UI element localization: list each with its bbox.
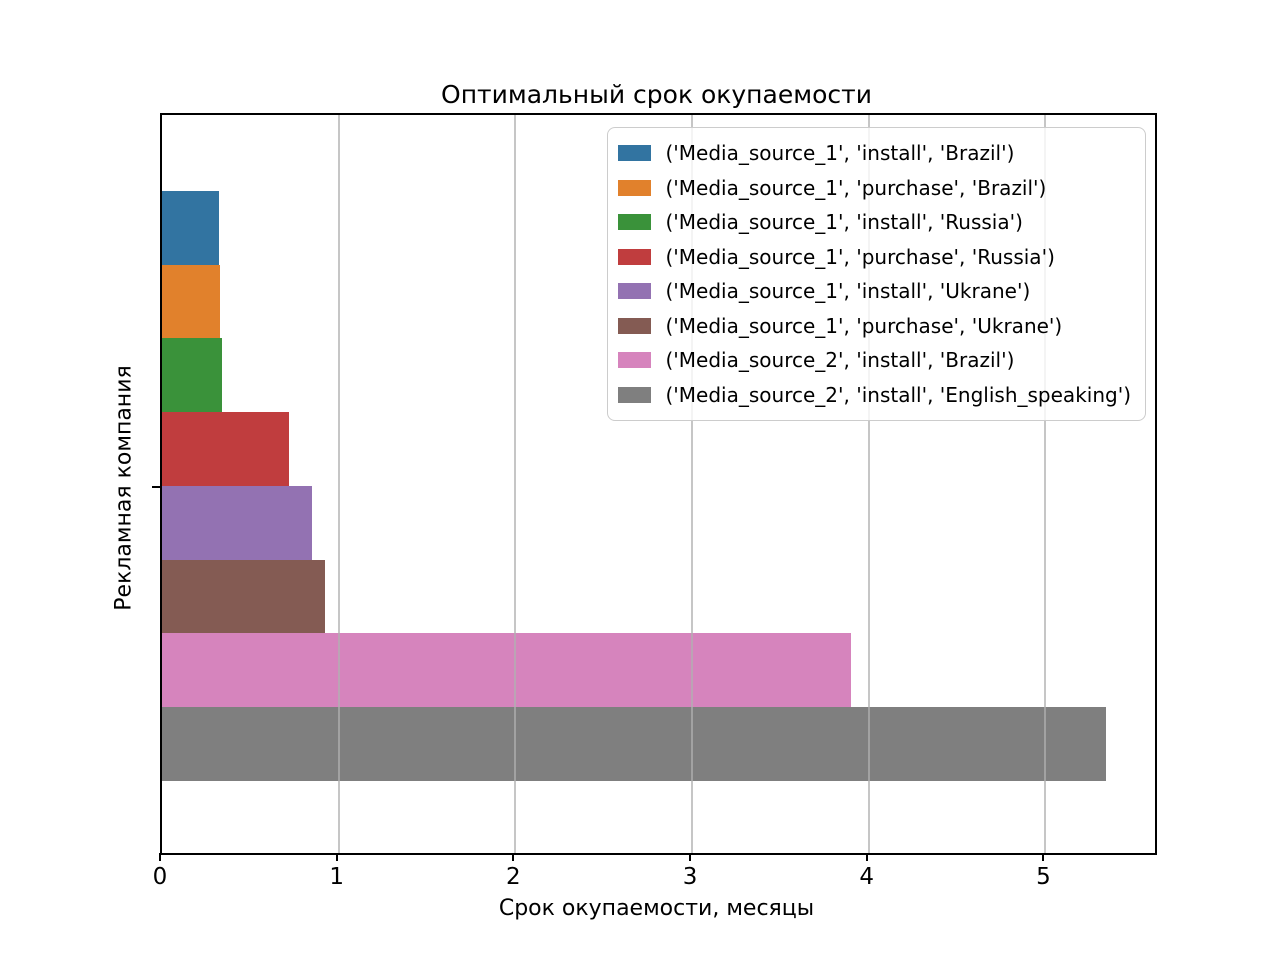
bar-6 bbox=[162, 559, 325, 634]
legend-label: ('Media_source_1', 'install', 'Russia') bbox=[665, 210, 1023, 235]
bar-1 bbox=[162, 191, 219, 265]
x-tick-label-3: 3 bbox=[682, 864, 698, 890]
legend-row-4: ('Media_source_1', 'purchase', 'Russia') bbox=[617, 240, 1132, 275]
bar-3 bbox=[162, 338, 223, 413]
bar-8 bbox=[162, 707, 1106, 781]
legend-row-7: ('Media_source_2', 'install', 'Brazil') bbox=[617, 343, 1132, 378]
y-tick-mark bbox=[152, 486, 160, 488]
legend-label: ('Media_source_2', 'install', 'Brazil') bbox=[665, 348, 1015, 373]
legend-row-2: ('Media_source_1', 'purchase', 'Brazil') bbox=[617, 171, 1132, 206]
gridline-x-4 bbox=[867, 115, 870, 853]
legend-row-5: ('Media_source_1', 'install', 'Ukrane') bbox=[617, 274, 1132, 309]
gridline-x-1 bbox=[337, 115, 340, 853]
legend-swatch-icon bbox=[617, 386, 651, 403]
legend-swatch-icon bbox=[617, 179, 651, 196]
bar-2 bbox=[162, 264, 221, 339]
x-tick-mark-1 bbox=[335, 853, 338, 861]
gridline-x-2 bbox=[514, 115, 517, 853]
legend-label: ('Media_source_1', 'install', 'Brazil') bbox=[665, 141, 1015, 166]
legend-label: ('Media_source_1', 'purchase', 'Russia') bbox=[665, 244, 1055, 269]
legend: ('Media_source_1', 'install', 'Brazil') (… bbox=[606, 127, 1146, 421]
legend-row-8: ('Media_source_2', 'install', 'English_s… bbox=[617, 378, 1132, 413]
legend-swatch-icon bbox=[617, 145, 651, 162]
legend-row-6: ('Media_source_1', 'purchase', 'Ukrane') bbox=[617, 309, 1132, 344]
legend-swatch-icon bbox=[617, 214, 651, 231]
gridline-x-3 bbox=[691, 115, 694, 853]
chart-title: Оптимальный срок окупаемости bbox=[441, 80, 872, 109]
plot-area: ('Media_source_1', 'install', 'Brazil') (… bbox=[152, 113, 1157, 855]
x-tick-mark-0 bbox=[159, 853, 161, 861]
legend-swatch-icon bbox=[617, 248, 651, 265]
legend-row-1: ('Media_source_1', 'install', 'Brazil') bbox=[617, 136, 1132, 171]
x-tick-label-4: 4 bbox=[859, 864, 875, 890]
x-tick-mark-2 bbox=[512, 853, 515, 861]
legend-swatch-icon bbox=[617, 352, 651, 369]
bar-5 bbox=[162, 485, 313, 560]
legend-row-3: ('Media_source_1', 'install', 'Russia') bbox=[617, 205, 1132, 240]
x-tick-mark-5 bbox=[1042, 853, 1045, 861]
legend-label: ('Media_source_2', 'install', 'English_s… bbox=[665, 382, 1132, 407]
x-tick-label-5: 5 bbox=[1036, 864, 1051, 890]
x-tick-mark-3 bbox=[689, 853, 692, 861]
x-tick-label-1: 1 bbox=[329, 864, 345, 890]
y-axis-label: Рекламная компания bbox=[111, 365, 137, 611]
x-tick-mark-4 bbox=[865, 853, 868, 861]
legend-swatch-icon bbox=[617, 283, 651, 300]
gridline-x-5 bbox=[1044, 115, 1047, 853]
legend-label: ('Media_source_1', 'purchase', 'Brazil') bbox=[665, 175, 1047, 200]
bar-7 bbox=[162, 633, 852, 708]
x-axis-label: Срок окупаемости, месяцы bbox=[498, 896, 815, 921]
legend-swatch-icon bbox=[617, 317, 651, 334]
x-tick-label-0: 0 bbox=[152, 864, 168, 890]
legend-label: ('Media_source_1', 'purchase', 'Ukrane') bbox=[665, 313, 1063, 338]
x-tick-label-2: 2 bbox=[506, 864, 521, 890]
legend-label: ('Media_source_1', 'install', 'Ukrane') bbox=[665, 279, 1031, 304]
bar-4 bbox=[162, 412, 290, 486]
